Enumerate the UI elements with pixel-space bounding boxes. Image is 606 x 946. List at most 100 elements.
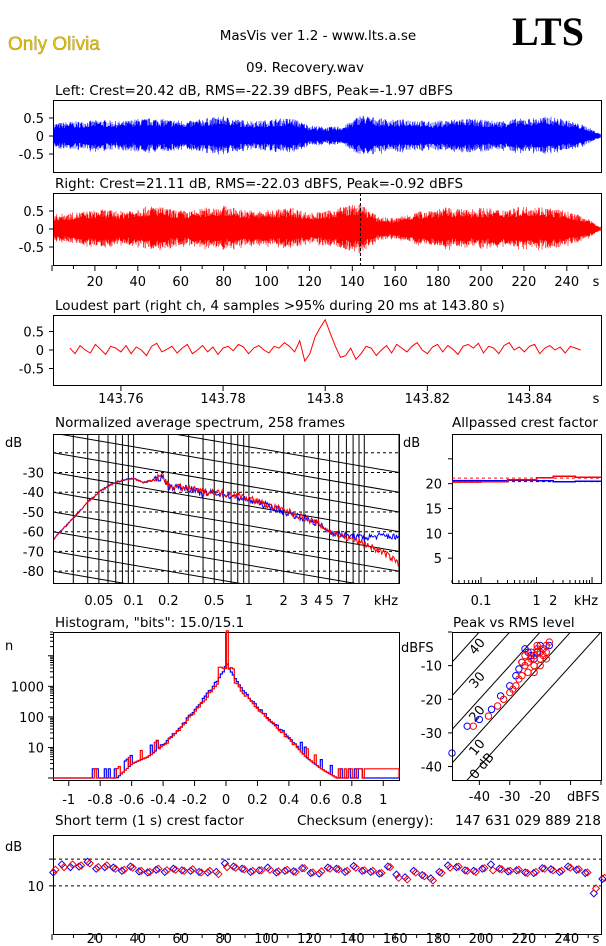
right-crest-point bbox=[214, 869, 223, 879]
x-tick-label: 40 bbox=[130, 275, 147, 290]
x-tick-label: 180 bbox=[426, 932, 451, 946]
right-peak-rms-point bbox=[533, 641, 541, 650]
right-band-crest-line bbox=[452, 475, 602, 483]
left-histogram-line bbox=[53, 663, 399, 779]
x-tick-label: 160 bbox=[383, 275, 408, 290]
y-tick-label: 0 bbox=[36, 130, 44, 145]
x-tick-label: 160 bbox=[383, 932, 408, 946]
slope-reference-line bbox=[171, 434, 399, 473]
left-crest-point bbox=[160, 867, 170, 877]
left-crest-point bbox=[383, 862, 393, 871]
loudest-part-title: Loudest part (right ch, 4 samples >95% d… bbox=[55, 298, 505, 314]
left-crest-point bbox=[49, 868, 58, 877]
x-tick-label: 0.2 bbox=[158, 594, 179, 609]
left-peak-rms-point bbox=[545, 641, 554, 650]
left-crest-point bbox=[117, 866, 127, 876]
file-name: 09. Recovery.wav bbox=[246, 60, 364, 76]
left-crest-point bbox=[306, 868, 315, 878]
plot-frame bbox=[452, 434, 602, 584]
crest-lines bbox=[452, 632, 601, 780]
left-crest-point bbox=[66, 862, 75, 872]
y-tick-label: 1000 bbox=[11, 680, 44, 695]
right-crest-point bbox=[548, 866, 558, 875]
left-peak-rms-point bbox=[487, 705, 496, 714]
x-tick-label: 0.2 bbox=[247, 793, 268, 808]
x-tick-label: 143.78 bbox=[200, 392, 246, 407]
plot-frame bbox=[53, 193, 602, 266]
right-crest-point bbox=[231, 863, 240, 872]
y-tick-label: -60 bbox=[23, 526, 44, 541]
plot-frame bbox=[53, 100, 602, 173]
left-crest-point bbox=[538, 863, 547, 873]
plot-frame bbox=[53, 434, 400, 584]
right-crest-point bbox=[291, 867, 300, 877]
right-peak-rms-point bbox=[530, 668, 538, 677]
left-channel-waveform bbox=[53, 115, 601, 155]
right-crest-point bbox=[591, 884, 601, 893]
y-tick-label: 0 bbox=[36, 223, 44, 238]
y-tick-label: -20 bbox=[421, 693, 442, 708]
left-crest-point bbox=[100, 862, 109, 872]
y-tick-label: 0 bbox=[36, 344, 44, 359]
right-crest-point bbox=[523, 868, 532, 878]
left-crest-point bbox=[581, 868, 590, 878]
right-crest-point bbox=[454, 862, 463, 871]
x-tick-label: 3 bbox=[300, 594, 308, 609]
x-tick-label: 240 bbox=[554, 932, 579, 946]
y-tick-label: -80 bbox=[23, 565, 44, 580]
x-tick-label: 0.05 bbox=[84, 594, 113, 609]
x-tick-label: 100 bbox=[254, 932, 279, 946]
right-crest-point bbox=[360, 866, 369, 875]
right-peak-rms-point bbox=[536, 661, 544, 670]
left-crest-point bbox=[503, 867, 513, 876]
right-crest-point bbox=[334, 865, 343, 874]
right-peak-rms-point bbox=[506, 688, 514, 697]
left-crest-point bbox=[203, 868, 212, 877]
crest-ylabel: dB bbox=[403, 436, 420, 451]
left-crest-point bbox=[74, 862, 84, 871]
right-peak-rms-point bbox=[542, 655, 550, 663]
left-crest-point bbox=[315, 869, 324, 878]
right-crest-point bbox=[171, 865, 180, 874]
left-crest-point bbox=[332, 864, 341, 873]
right-crest-point bbox=[197, 868, 206, 877]
left-crest-point bbox=[169, 864, 178, 873]
x-tick-label: 5 bbox=[325, 594, 333, 609]
short-crest-ylabel: dB bbox=[5, 840, 22, 855]
right-crest-point bbox=[480, 863, 489, 873]
x-tick-label: 143.76 bbox=[98, 392, 144, 407]
right-peak-rms-point bbox=[533, 645, 541, 653]
right-crest-point bbox=[463, 866, 472, 876]
left-waveform-title: Left: Crest=20.42 dB, RMS=-22.39 dBFS, P… bbox=[55, 83, 453, 99]
right-crest-point bbox=[102, 861, 112, 870]
left-crest-point bbox=[177, 866, 187, 875]
x-tick-label: 20 bbox=[87, 275, 104, 290]
left-crest-point bbox=[220, 859, 230, 868]
right-peak-rms-point bbox=[469, 722, 477, 730]
app-title: MasVis ver 1.2 - www.lts.a.se bbox=[220, 28, 416, 44]
crest-line-label: 40 bbox=[467, 636, 489, 658]
left-crest-point bbox=[460, 866, 470, 875]
right-peak-rms-point bbox=[530, 661, 538, 670]
right-crest-point bbox=[300, 863, 309, 873]
right-crest-point bbox=[137, 866, 146, 876]
left-crest-point bbox=[134, 867, 144, 876]
right-crest-point bbox=[257, 866, 266, 875]
right-crest-point bbox=[368, 866, 378, 876]
y-tick-label: -0.5 bbox=[19, 241, 44, 256]
crest-line-label: 30 bbox=[467, 669, 489, 691]
left-crest-point bbox=[323, 863, 333, 872]
x-tick-label: 220 bbox=[511, 932, 536, 946]
crest-reference-line bbox=[452, 632, 541, 731]
peak-rms-xlabel: dBFS bbox=[567, 790, 600, 805]
right-crest-point bbox=[385, 862, 395, 872]
left-crest-point bbox=[212, 867, 221, 877]
spectrum-grid bbox=[53, 434, 399, 583]
checksum-value: 147 631 029 889 218 bbox=[455, 813, 601, 829]
crest-reference-line bbox=[452, 632, 572, 764]
histogram-title: Histogram, "bits": 15.0/15.1 bbox=[55, 615, 244, 631]
plot-frame bbox=[53, 835, 602, 935]
right-peak-rms-point bbox=[521, 651, 529, 660]
histogram-ylabel: n bbox=[5, 639, 13, 654]
slope-reference-line bbox=[53, 452, 399, 513]
